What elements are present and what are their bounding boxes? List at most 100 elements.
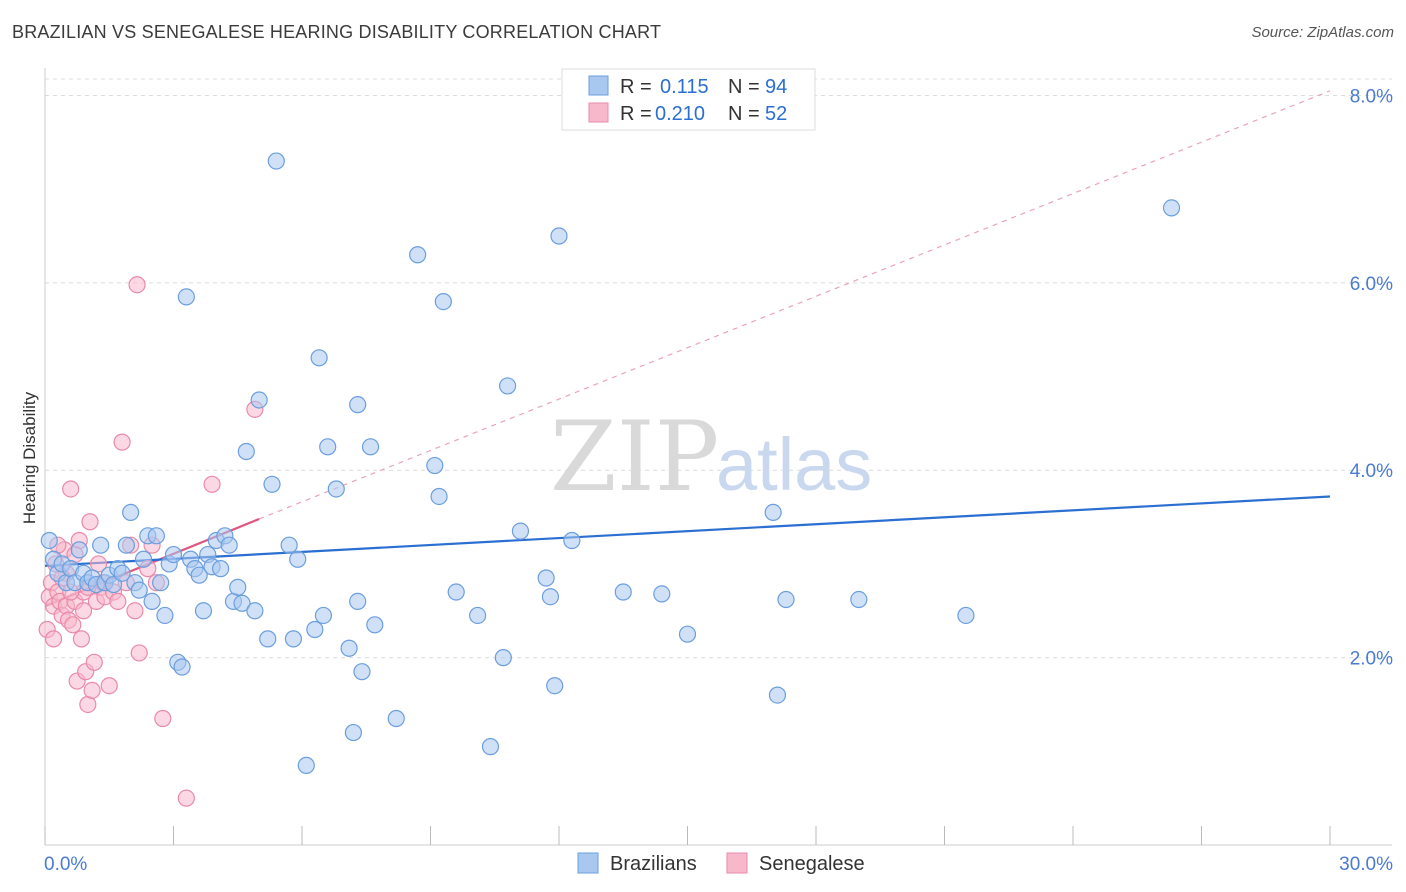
brazilian-point [250, 391, 268, 409]
watermark-atlas: atlas [716, 423, 872, 506]
brazilian-point [563, 531, 581, 550]
brazilian-point [768, 686, 787, 704]
y-tick-label: 2.0% [1350, 649, 1393, 670]
brazilian-point [353, 663, 371, 681]
brazilian-point [306, 620, 324, 639]
legend-top: R = 0.115 N = 94 R = 0.210 N = 52 [561, 68, 816, 131]
y-tick-label: 8.0% [1350, 86, 1393, 107]
senegalese-point [44, 630, 63, 648]
brazilian-point [434, 292, 452, 311]
brazilian-point [310, 349, 328, 367]
brazilian-point [246, 602, 264, 620]
brazilian-point [494, 649, 512, 667]
brazilian-point [280, 536, 298, 554]
senegalese-point [81, 513, 99, 531]
brazilian-point [499, 377, 517, 395]
brazilian-point [469, 606, 487, 625]
brazilian-point [152, 574, 170, 592]
y-tick-label: 4.0% [1350, 461, 1393, 482]
senegalese-point [83, 681, 101, 700]
source-label: Source: ZipAtlas.com [1251, 24, 1394, 41]
brazilian-point [220, 536, 238, 554]
grid [45, 78, 1392, 659]
legend-n-label-blue: N = [728, 76, 760, 98]
brazilian-point [143, 592, 161, 611]
brazilian-point [957, 606, 975, 625]
brazilian-point [284, 630, 303, 648]
brazilian-point [314, 606, 333, 625]
brazilian-point [327, 480, 345, 498]
brazilian-point [190, 566, 208, 584]
chart-title: BRAZILIAN VS SENEGALESE HEARING DISABILI… [12, 22, 662, 42]
senegalese-point [130, 644, 148, 662]
senegalese-point [203, 475, 221, 493]
legend-n-value-pink: 52 [765, 103, 787, 125]
senegalese-point [154, 709, 172, 728]
legend-r-label-pink: R = [620, 103, 652, 125]
brazilian-point [134, 550, 153, 568]
brazilian-point [349, 592, 367, 611]
brazilian-trend-line [44, 495, 1331, 567]
senegalese-trend-dashed [258, 90, 1331, 520]
legend-n-value-blue: 94 [765, 76, 787, 98]
legend-r-value-blue: 0.115 [660, 76, 709, 98]
senegalese-point [100, 677, 118, 695]
trend-lines [44, 90, 1331, 608]
senegalese-point [85, 653, 103, 671]
brazilian-point [541, 588, 560, 606]
y-axis-label: Hearing Disability [20, 391, 39, 524]
senegalese-point [113, 433, 131, 451]
brazilian-point [164, 545, 183, 564]
brazilian-point [777, 590, 795, 609]
brazilian-point [426, 456, 444, 475]
brazilian-point [156, 606, 174, 625]
senegalese-point [177, 789, 195, 807]
watermark-zip: ZIP [550, 401, 719, 513]
legend-r-value-pink: 0.210 [655, 103, 705, 125]
brazilian-point [678, 625, 697, 643]
brazilian-point [267, 152, 285, 170]
brazilian-point [614, 583, 632, 601]
brazilian-point [550, 227, 568, 245]
brazilian-point [194, 602, 213, 620]
brazilian-point [147, 527, 165, 545]
brazilian-point [344, 723, 362, 742]
brazilian-point [447, 583, 465, 601]
brazilian-point [40, 531, 58, 550]
senegalese-point [128, 276, 146, 294]
tick-labels: 2.0% 4.0% 6.0% 8.0% 0.0% 30.0% [44, 86, 1393, 875]
brazilian-point [430, 487, 448, 506]
senegalese-point [109, 592, 127, 611]
brazilian-point [340, 639, 358, 657]
brazilian-point [387, 709, 405, 728]
brazilian-point [229, 578, 247, 596]
legend-n-label-pink: N = [728, 103, 760, 125]
legend-bottom-label-senegalese: Senegalese [759, 853, 865, 875]
legend-r-label-blue: R = [620, 76, 652, 98]
brazilian-point [289, 550, 307, 568]
brazilian-points [40, 152, 1181, 774]
brazilian-point [349, 396, 367, 414]
brazilian-point [409, 246, 427, 264]
brazilian-point [297, 756, 315, 774]
brazilian-point [511, 522, 530, 540]
x-tick-label: 0.0% [44, 854, 87, 875]
brazilian-point [130, 581, 148, 599]
watermark: ZIP atlas [550, 401, 872, 513]
senegalese-point [74, 602, 93, 620]
brazilian-point [177, 288, 195, 306]
brazilian-point [1162, 199, 1181, 217]
senegalese-point [126, 602, 144, 620]
senegalese-point [64, 616, 82, 634]
legend-bottom: Brazilians Senegalese [577, 852, 865, 875]
brazilian-point [117, 536, 135, 554]
senegalese-point [72, 630, 91, 648]
brazilian-point [113, 564, 131, 582]
legend-swatch-blue [588, 75, 609, 96]
brazilian-point [764, 503, 782, 521]
legend-bottom-swatch-blue [577, 852, 599, 874]
brazilian-point [537, 569, 555, 587]
brazilian-point [481, 738, 500, 756]
legend-bottom-label-brazilians: Brazilians [610, 853, 697, 875]
